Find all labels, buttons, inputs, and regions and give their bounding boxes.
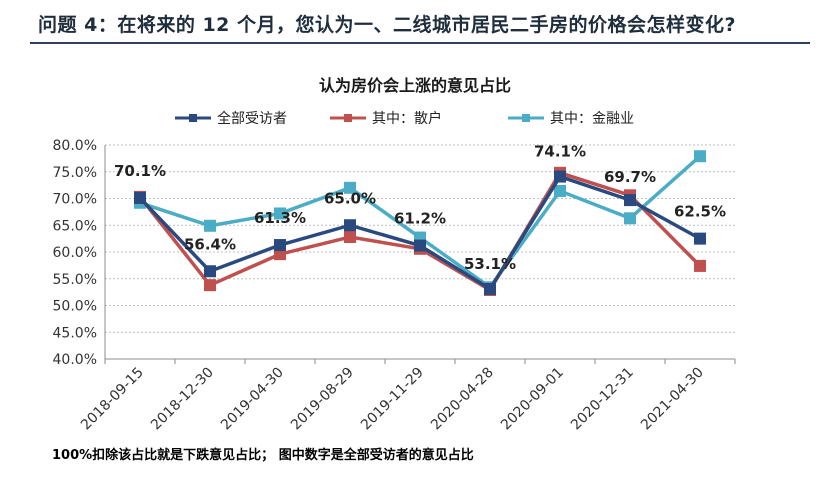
series-marker <box>204 279 216 292</box>
series-marker <box>484 282 496 295</box>
data-label: 65.0% <box>324 189 376 207</box>
series-group <box>134 150 706 296</box>
data-label: 62.5% <box>674 203 726 221</box>
x-tick-label: 2020-12-31 <box>568 365 637 434</box>
data-label: 61.3% <box>254 209 306 227</box>
series-marker <box>134 191 146 204</box>
legend-marker <box>522 114 530 122</box>
series-marker <box>204 265 216 278</box>
series-marker <box>414 239 426 252</box>
y-tick-label: 50.0% <box>53 299 97 315</box>
legend: 全部受访者 其中：散户 其中：金融业 <box>175 110 634 127</box>
x-tick-label: 2019-04-30 <box>218 365 287 434</box>
y-tick-label: 70.0% <box>53 192 97 208</box>
series-marker <box>274 239 286 252</box>
series-marker <box>554 170 566 183</box>
x-tick-label: 2021-04-30 <box>638 365 707 434</box>
series-line <box>138 171 702 292</box>
y-tick-label: 75.0% <box>53 165 97 181</box>
series-marker <box>624 212 636 225</box>
legend-marker <box>344 114 352 122</box>
series-marker <box>344 219 356 232</box>
footnote: 100%扣除该占比就是下跌意见占比； 图中数字是全部受访者的意见占比 <box>52 448 474 463</box>
legend-label: 全部受访者 <box>217 110 287 127</box>
x-tick-label: 2018-12-30 <box>148 365 217 434</box>
series-marker <box>274 248 286 261</box>
x-tick-label: 2020-09-01 <box>498 365 567 434</box>
data-label: 53.1% <box>464 255 516 273</box>
y-tick-label: 45.0% <box>53 325 97 341</box>
x-tick-label: 2018-09-15 <box>78 365 147 434</box>
data-label: 56.4% <box>184 235 236 253</box>
y-tick-label: 40.0% <box>53 352 97 368</box>
series-marker <box>274 207 286 220</box>
y-tick-label: 55.0% <box>53 272 97 288</box>
legend-label: 其中：散户 <box>372 110 442 127</box>
data-label: 74.1% <box>534 143 586 161</box>
series-marker <box>694 150 706 163</box>
grid-lines <box>105 144 735 333</box>
series-marker <box>554 185 566 198</box>
series-marker <box>624 194 636 207</box>
data-labels: 70.1% 56.4% 61.3% 65.0% 61.2% 53.1% 74.1% 69.7%… <box>114 143 726 273</box>
x-tick-label: 2019-08-29 <box>288 365 357 434</box>
series-marker <box>344 231 356 244</box>
x-tick-label: 2020-04-28 <box>428 365 497 434</box>
legend-marker <box>189 114 197 122</box>
series-marker <box>694 259 706 272</box>
y-tick-label: 65.0% <box>53 218 97 234</box>
page-title: 问题 4：在将来的 12 个月，您认为一、二线城市居民二手房的价格会怎样变化? <box>38 14 737 36</box>
data-label: 61.2% <box>394 210 446 228</box>
x-tick-label: 2019-11-29 <box>358 365 427 434</box>
series-marker <box>694 232 706 245</box>
data-label: 69.7% <box>604 168 656 186</box>
title-divider <box>30 42 810 44</box>
y-tick-label: 80.0% <box>53 138 97 154</box>
chart-title: 认为房价会上涨的意见占比 <box>319 76 511 95</box>
series-marker <box>344 181 356 194</box>
data-label: 70.1% <box>114 162 166 180</box>
legend-label: 其中：金融业 <box>550 111 634 127</box>
y-tick-label: 60.0% <box>53 245 97 261</box>
series-marker <box>204 219 216 232</box>
